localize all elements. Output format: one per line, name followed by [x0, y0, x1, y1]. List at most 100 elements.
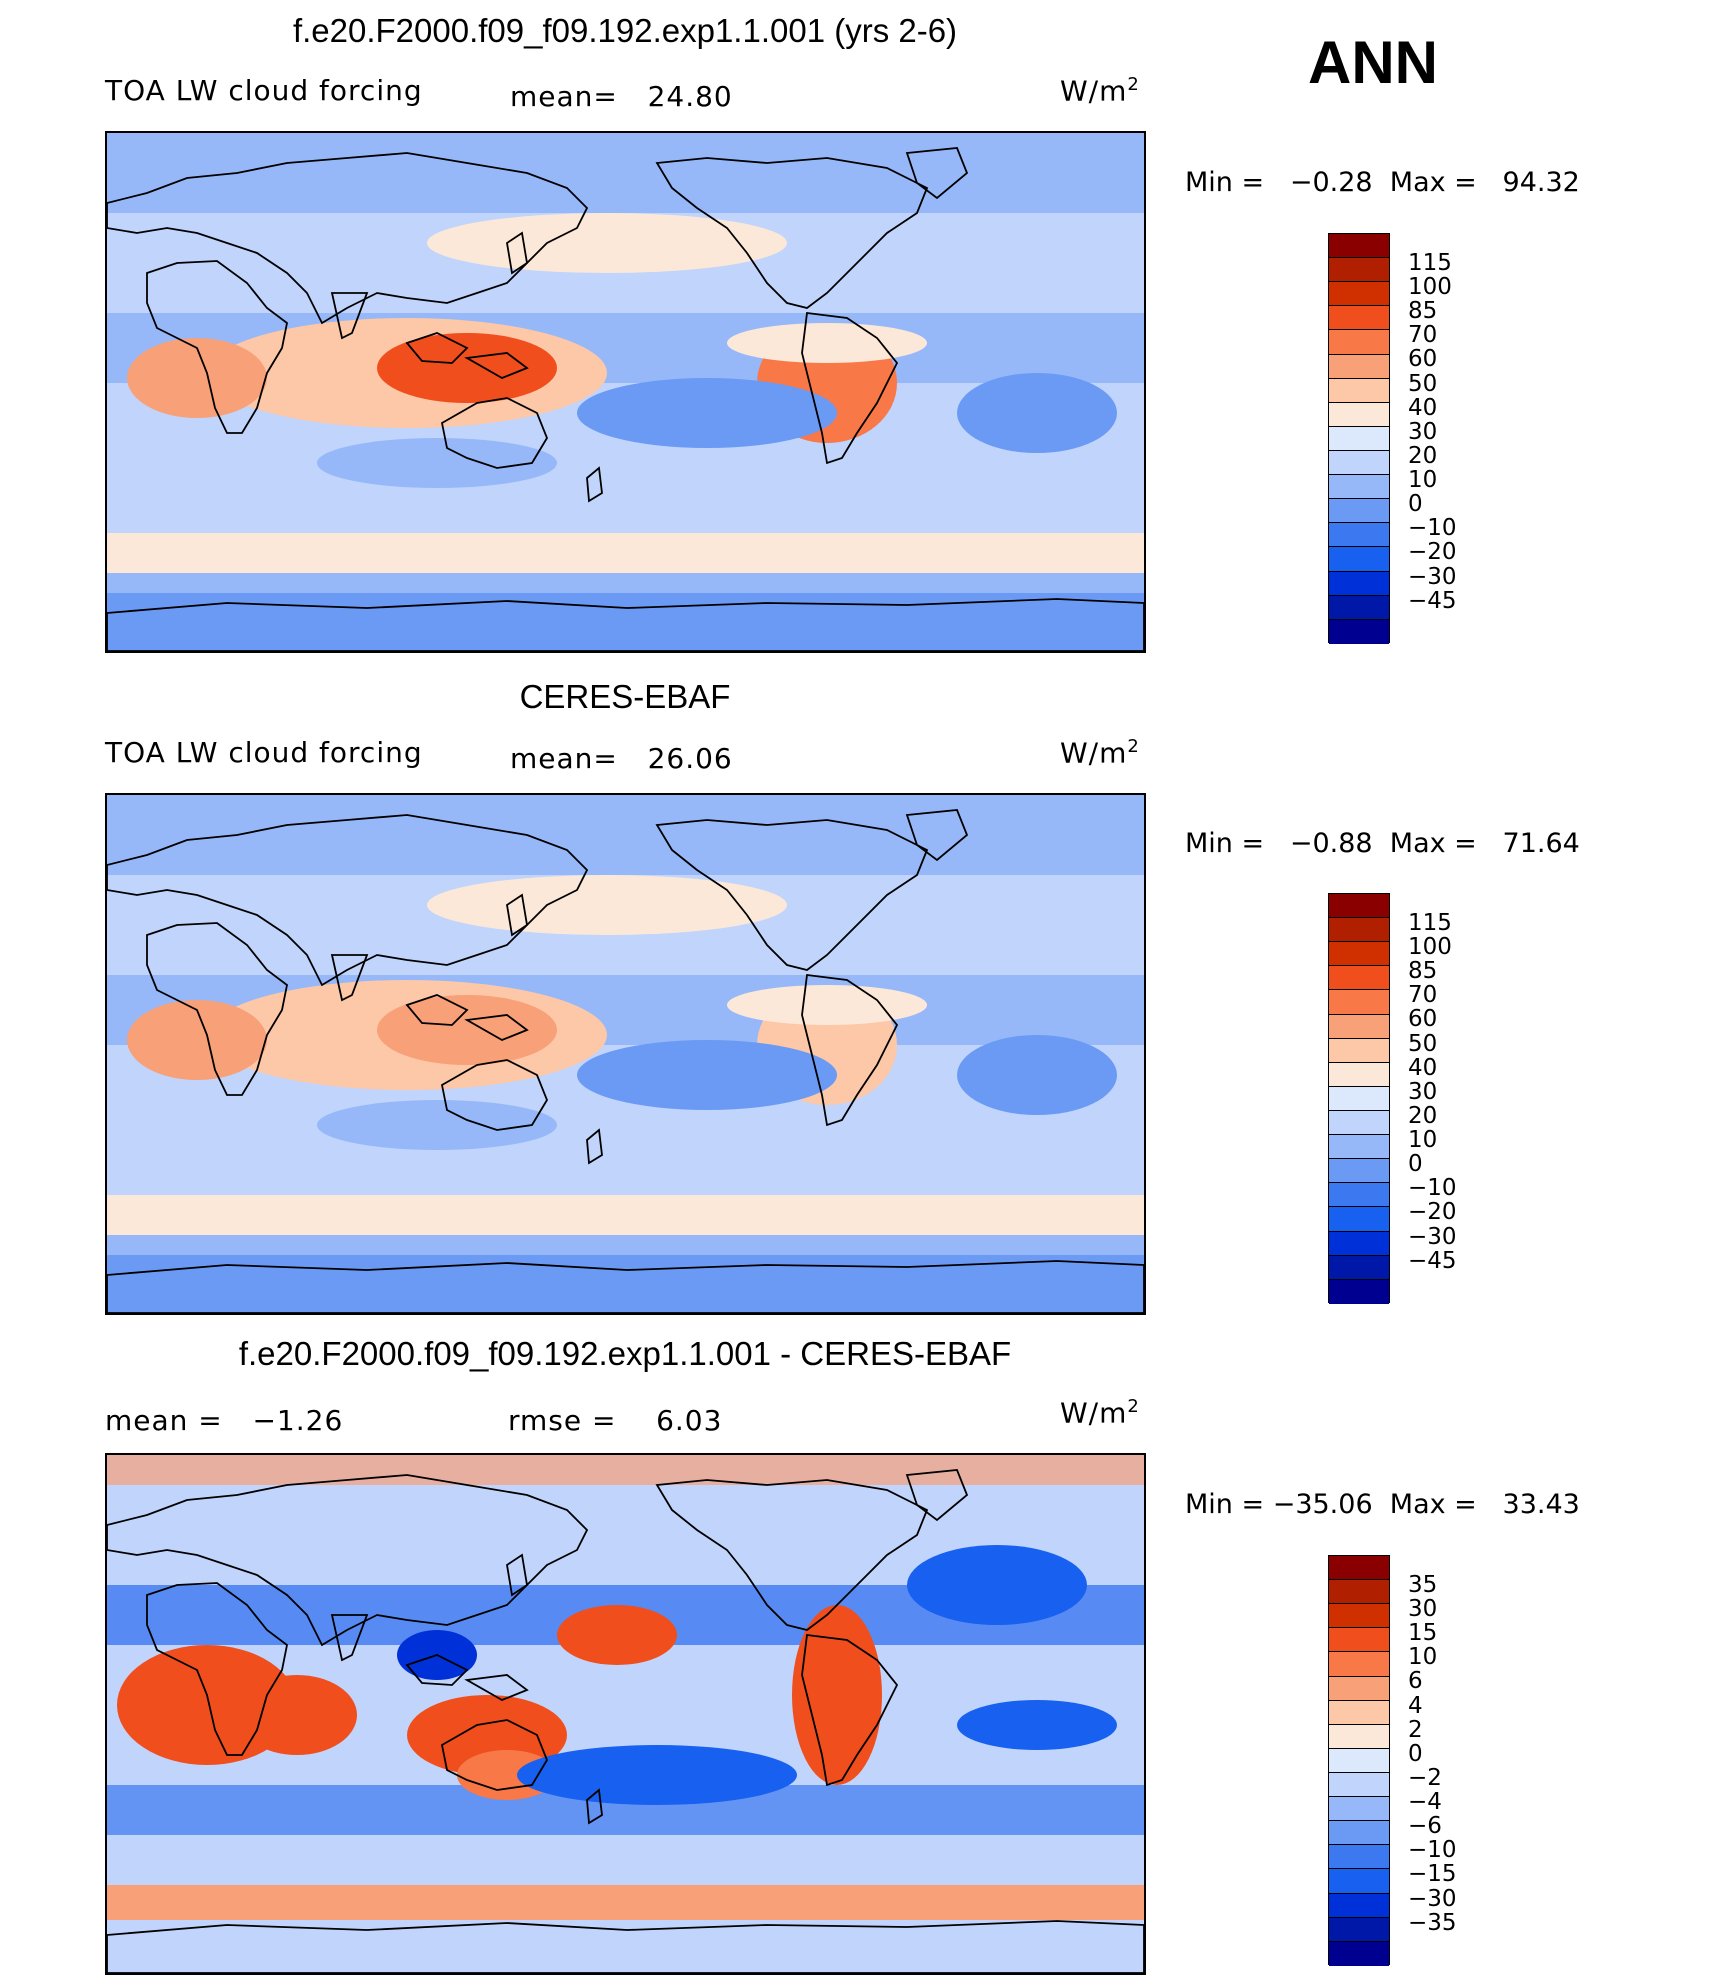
colorbar-swatch	[1329, 918, 1389, 943]
colorbar-tick-label: 50	[1408, 1030, 1438, 1057]
panel-3-colorbar	[1328, 1555, 1390, 1966]
colorbar-swatch	[1329, 595, 1389, 620]
colorbar-tick-label: 50	[1408, 370, 1438, 397]
panel-2-title: CERES-EBAF	[519, 678, 731, 715]
panel-1-map	[105, 131, 1146, 653]
colorbar-swatch	[1329, 1700, 1389, 1725]
colorbar-swatch	[1329, 966, 1389, 991]
colorbar-tick-label: 0	[1408, 1151, 1423, 1178]
colorbar-tick-label: 10	[1408, 1644, 1438, 1671]
colorbar-swatch	[1329, 1893, 1389, 1918]
panel-2-min-max: Min = −0.88 Max = 71.64	[1185, 828, 1580, 859]
colorbar-swatch	[1329, 306, 1389, 331]
colorbar-tick-label: 20	[1408, 442, 1438, 469]
colorbar-swatch	[1329, 547, 1389, 572]
colorbar-tick-label: 0	[1408, 1740, 1423, 1767]
colorbar-tick-label: 60	[1408, 1006, 1438, 1033]
colorbar-swatch	[1329, 1159, 1389, 1184]
colorbar-swatch	[1329, 1652, 1389, 1677]
colorbar-swatch	[1329, 942, 1389, 967]
colorbar-tick-label: 30	[1408, 1596, 1438, 1623]
colorbar-swatch	[1329, 1772, 1389, 1798]
colorbar-swatch	[1329, 1110, 1389, 1136]
colorbar-swatch	[1329, 619, 1389, 644]
colorbar-tick-label: 115	[1408, 250, 1452, 276]
colorbar-swatch	[1329, 1821, 1389, 1846]
colorbar-swatch	[1329, 1917, 1389, 1942]
panel-2-units: W/m2	[1060, 736, 1140, 770]
colorbar-tick-label: 30	[1408, 1078, 1438, 1105]
colorbar-swatch	[1329, 1207, 1389, 1232]
colorbar-swatch	[1329, 1556, 1389, 1581]
colorbar-tick-label: 70	[1408, 322, 1438, 349]
colorbar-tick-label: 85	[1408, 298, 1438, 325]
colorbar-tick-label: 4	[1408, 1692, 1423, 1719]
colorbar-tick-label: 35	[1408, 1572, 1438, 1598]
colorbar-swatch	[1329, 1676, 1389, 1701]
panel-3-rmse: rmse = 6.03	[508, 1404, 723, 1437]
colorbar-swatch	[1329, 1183, 1389, 1208]
panel-2-field-label: TOA LW cloud forcing	[105, 736, 423, 769]
colorbar-swatch	[1329, 1279, 1389, 1304]
colorbar-swatch	[1329, 1255, 1389, 1280]
colorbar-swatch	[1329, 426, 1389, 451]
colorbar-swatch	[1329, 378, 1389, 403]
colorbar-tick-label: −10	[1408, 515, 1457, 542]
colorbar-swatch	[1329, 1869, 1389, 1894]
colorbar-swatch	[1329, 1604, 1389, 1629]
colorbar-tick-label: −20	[1408, 1199, 1457, 1226]
panel-2-mean: mean= 26.06	[510, 742, 733, 775]
colorbar-tick-label: −20	[1408, 539, 1457, 566]
colorbar-swatch	[1329, 1748, 1389, 1773]
colorbar-swatch	[1329, 354, 1389, 379]
colorbar-swatch	[1329, 1628, 1389, 1653]
panel-1-min-max: Min = −0.28 Max = 94.32	[1185, 167, 1580, 198]
colorbar-swatch	[1329, 234, 1389, 259]
panel-1-mean: mean= 24.80	[510, 80, 733, 113]
colorbar-swatch	[1329, 1580, 1389, 1605]
panel-1-field-label: TOA LW cloud forcing	[105, 74, 423, 107]
colorbar-tick-label: −30	[1408, 1223, 1457, 1250]
colorbar-tick-label: −45	[1408, 587, 1457, 614]
colorbar-swatch	[1329, 1062, 1389, 1087]
colorbar-swatch	[1329, 523, 1389, 548]
colorbar-tick-label: −30	[1408, 563, 1457, 590]
panel-3-mean: mean = −1.26	[105, 1404, 344, 1437]
colorbar-tick-label: −6	[1408, 1813, 1442, 1840]
colorbar-swatch	[1329, 1941, 1389, 1966]
colorbar-swatch	[1329, 1231, 1389, 1256]
panel-2-map	[105, 793, 1146, 1315]
colorbar-tick-label: 115	[1408, 910, 1452, 936]
colorbar-tick-label: −15	[1408, 1861, 1457, 1888]
panel-3-map	[105, 1453, 1146, 1975]
colorbar-tick-label: −45	[1408, 1247, 1457, 1274]
colorbar-tick-label: 100	[1408, 934, 1452, 961]
colorbar-tick-label: 10	[1408, 1127, 1438, 1154]
panel-1-units: W/m2	[1060, 74, 1140, 108]
colorbar-tick-label: 85	[1408, 958, 1438, 985]
colorbar-tick-label: 15	[1408, 1620, 1438, 1647]
panel-3-title: f.e20.F2000.f09_f09.192.exp1.1.001 - CER…	[238, 1335, 1012, 1372]
colorbar-tick-label: 6	[1408, 1668, 1423, 1695]
colorbar-swatch	[1329, 990, 1389, 1015]
panel-2-colorbar	[1328, 893, 1390, 1304]
colorbar-tick-label: −10	[1408, 1837, 1457, 1864]
season-label: ANN	[1308, 29, 1438, 96]
colorbar-swatch	[1329, 475, 1389, 500]
colorbar-tick-label: 40	[1408, 1054, 1438, 1081]
colorbar-swatch	[1329, 450, 1389, 476]
colorbar-tick-label: 30	[1408, 418, 1438, 445]
colorbar-swatch	[1329, 1724, 1389, 1749]
colorbar-swatch	[1329, 1845, 1389, 1870]
colorbar-swatch	[1329, 402, 1389, 427]
panel-3-min-max: Min = −35.06 Max = 33.43	[1185, 1489, 1580, 1520]
panel-1-title: f.e20.F2000.f09_f09.192.exp1.1.001 (yrs …	[292, 12, 958, 49]
colorbar-tick-label: 100	[1408, 274, 1452, 301]
colorbar-swatch	[1329, 894, 1389, 919]
colorbar-swatch	[1329, 258, 1389, 283]
colorbar-swatch	[1329, 1086, 1389, 1111]
colorbar-tick-label: 20	[1408, 1102, 1438, 1129]
colorbar-tick-label: 70	[1408, 982, 1438, 1009]
colorbar-tick-label: 40	[1408, 394, 1438, 421]
colorbar-tick-label: −35	[1408, 1909, 1457, 1936]
